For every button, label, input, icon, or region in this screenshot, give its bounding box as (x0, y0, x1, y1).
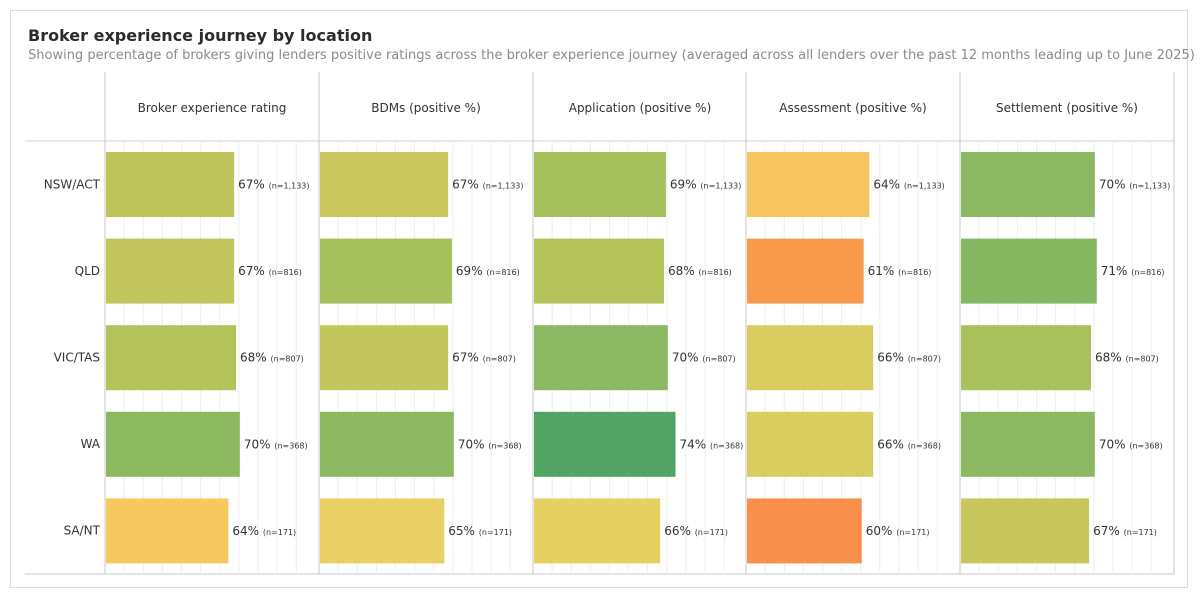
column-header: Assessment (positive %) (779, 101, 926, 115)
data-label: 64% (n=171) (232, 524, 296, 538)
bar (961, 411, 1095, 477)
bar (534, 411, 676, 477)
data-label: 66% (n=368) (877, 437, 941, 451)
chart-frame (10, 10, 1188, 588)
bar (747, 238, 864, 304)
bar (747, 325, 874, 391)
bar (320, 152, 449, 217)
data-label: 68% (n=807) (240, 351, 304, 365)
data-label: 70% (n=1,133) (1099, 178, 1170, 192)
chart-title: Broker experience journey by location (28, 26, 373, 45)
bar (320, 498, 445, 564)
data-label: 61% (n=816) (868, 264, 932, 278)
bar (534, 325, 668, 391)
bar (534, 238, 665, 304)
bar (106, 152, 235, 217)
data-label: 67% (n=816) (238, 264, 302, 278)
data-label: 67% (n=171) (1093, 524, 1157, 538)
row-label: VIC/TAS (54, 351, 100, 365)
column-header: Broker experience rating (138, 101, 287, 115)
bar (534, 498, 661, 564)
data-label: 70% (n=368) (458, 437, 522, 451)
data-label: 70% (n=368) (1099, 437, 1163, 451)
row-label: SA/NT (64, 524, 101, 538)
data-label: 74% (n=368) (679, 437, 743, 451)
bar (106, 411, 240, 477)
data-label: 68% (n=807) (1095, 351, 1159, 365)
data-label: 66% (n=171) (664, 524, 728, 538)
data-label: 65% (n=171) (448, 524, 512, 538)
data-label: 70% (n=807) (672, 351, 736, 365)
bar (320, 411, 454, 477)
data-label: 69% (n=816) (456, 264, 520, 278)
bar (747, 498, 862, 564)
column-header: BDMs (positive %) (371, 101, 481, 115)
bar (106, 498, 229, 564)
data-label: 67% (n=1,133) (238, 178, 309, 192)
chart-subtitle: Showing percentage of brokers giving len… (28, 48, 1195, 63)
data-label: 69% (n=1,133) (670, 178, 741, 192)
row-label: QLD (75, 264, 100, 278)
column-header: Application (positive %) (569, 101, 712, 115)
data-label: 66% (n=807) (877, 351, 941, 365)
bar (961, 325, 1092, 391)
bar (106, 238, 235, 304)
bar (106, 325, 237, 391)
data-label: 71% (n=816) (1101, 264, 1165, 278)
data-label: 64% (n=1,133) (873, 178, 944, 192)
data-label: 68% (n=816) (668, 264, 732, 278)
bar (747, 411, 874, 477)
bar (747, 152, 870, 217)
bar (320, 325, 449, 391)
bar (961, 152, 1095, 217)
bar (961, 498, 1090, 564)
bar (320, 238, 452, 304)
data-label: 67% (n=1,133) (452, 178, 523, 192)
row-label: WA (81, 437, 101, 451)
bar (534, 152, 666, 217)
data-label: 60% (n=171) (866, 524, 930, 538)
row-label: NSW/ACT (44, 177, 101, 191)
data-label: 70% (n=368) (244, 437, 308, 451)
column-header: Settlement (positive %) (996, 101, 1138, 115)
bar (961, 238, 1097, 304)
data-label: 67% (n=807) (452, 351, 516, 365)
